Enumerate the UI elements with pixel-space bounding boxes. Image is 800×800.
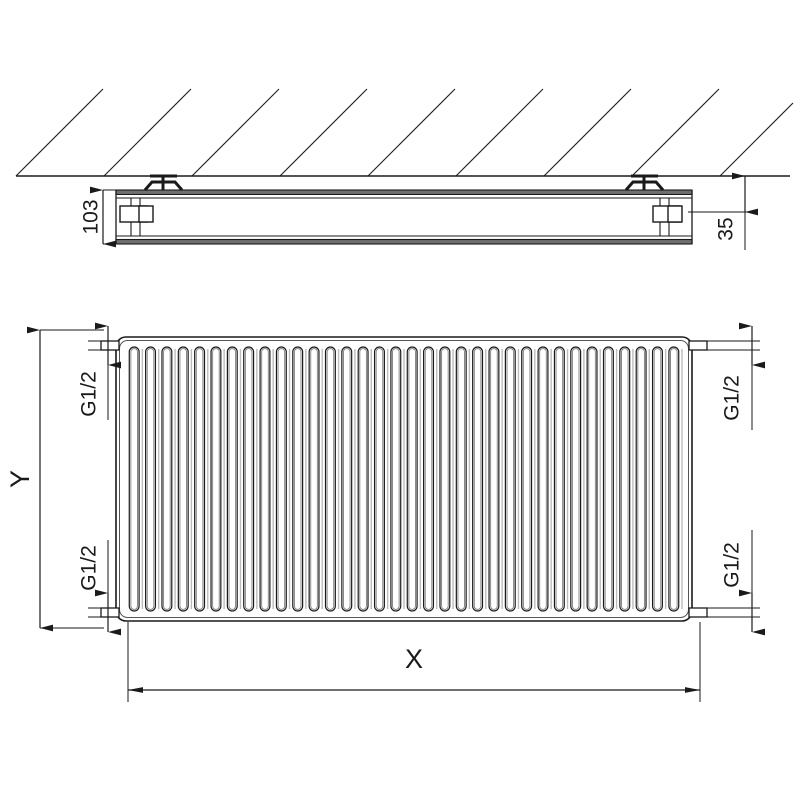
radiator-fin — [455, 346, 471, 612]
radiator-fin — [651, 346, 667, 612]
dimension-g12-bottom-left: G1/2 — [78, 540, 121, 636]
radiator-section-body — [115, 189, 693, 245]
dimension-depth-103: 103 — [80, 186, 124, 248]
radiator-fin — [537, 346, 552, 612]
dimension-wall-gap-35: 35 — [688, 172, 758, 250]
radiator-fin — [324, 346, 340, 612]
dimension-label-35: 35 — [715, 217, 738, 240]
connector-stub-left — [119, 205, 154, 223]
dimension-g12-bottom-right: G1/2 — [721, 530, 765, 636]
wall-bracket-right — [624, 174, 665, 191]
radiator-fin — [439, 346, 454, 612]
connector-stub-right — [652, 205, 683, 223]
dimension-label-Y: Y — [5, 470, 35, 488]
radiator-fin — [423, 346, 438, 612]
radiator-fin — [128, 346, 144, 612]
radiator-panel-inner-outline — [119, 340, 689, 618]
radiator-fin — [504, 346, 520, 612]
radiator-fin — [373, 346, 389, 612]
radiator-fin — [145, 346, 160, 612]
radiator-fin — [619, 346, 634, 612]
radiator-fin — [210, 346, 225, 612]
top-view-group: 103 35 — [15, 88, 794, 250]
radiator-fin — [553, 346, 569, 612]
radiator-fin — [275, 346, 291, 612]
radiator-fin — [472, 346, 487, 612]
radiator-fin — [194, 346, 209, 612]
dimension-width-X: X — [127, 622, 701, 702]
dimension-label-X: X — [405, 644, 423, 674]
radiator-fin — [292, 346, 307, 612]
dimension-height-Y: Y — [5, 326, 104, 632]
label-g12-bottom-right: G1/2 — [721, 542, 744, 588]
dimension-g12-top-left: G1/2 — [78, 322, 121, 420]
radiator-fin — [668, 346, 683, 612]
radiator-fin — [586, 346, 601, 612]
front-connector-bottom-left — [100, 607, 120, 618]
front-connector-top-right — [688, 340, 708, 351]
radiator-fin — [308, 346, 323, 612]
wall-hatching — [15, 88, 794, 177]
label-g12-top-left: G1/2 — [78, 371, 101, 417]
radiator-fin — [243, 346, 258, 612]
radiator-fins — [128, 346, 683, 612]
dimension-g12-top-right: G1/2 — [721, 322, 765, 430]
radiator-fin — [570, 346, 585, 612]
radiator-fin — [635, 346, 650, 612]
front-view-group: G1/2 G1/2 G1/2 G1/2 Y — [5, 322, 765, 702]
radiator-fin — [161, 346, 176, 612]
radiator-fin — [406, 346, 422, 612]
radiator-fin — [602, 346, 618, 612]
radiator-fin — [177, 346, 193, 612]
dimension-label-103: 103 — [80, 199, 103, 234]
radiator-fin — [357, 346, 372, 612]
label-g12-top-right: G1/2 — [721, 375, 744, 421]
radiator-fin — [521, 346, 536, 612]
front-connector-bottom-right — [688, 607, 708, 618]
front-connector-top-left — [100, 340, 120, 351]
label-g12-bottom-left: G1/2 — [78, 545, 101, 591]
radiator-fin — [259, 346, 274, 612]
radiator-fin — [226, 346, 242, 612]
wall-bracket-left — [143, 174, 184, 191]
radiator-fin — [488, 346, 503, 612]
radiator-fin — [341, 346, 356, 612]
radiator-fin — [390, 346, 405, 612]
